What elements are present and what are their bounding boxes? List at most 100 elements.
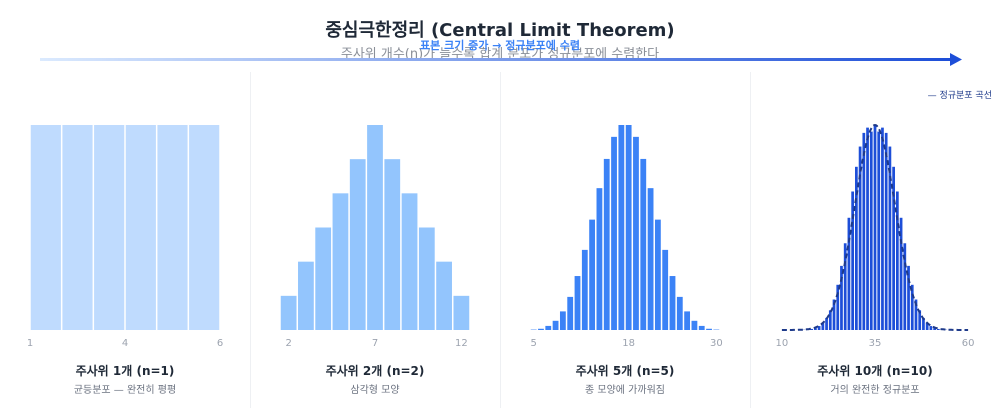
histogram-bar [929,326,933,330]
histogram-bar [559,311,566,330]
histogram-bar [94,125,125,330]
histogram-bar [855,166,858,330]
histogram-bar [914,299,918,330]
x-tick-label: 5 [530,338,536,349]
histogram-bar [574,276,581,330]
histogram-bar [814,327,817,330]
x-tick-label: 12 [455,338,468,349]
histogram-bar [625,125,632,330]
histogram-bar [611,136,617,330]
histogram-bar [840,265,843,330]
histogram-bar [817,326,821,330]
x-tick-label: 18 [622,338,635,349]
histogram-bar [596,188,603,330]
histogram-bar [662,249,669,330]
histogram-bar [862,132,866,330]
panel-description: 삼각형 모양 [350,385,400,396]
panel-description: 균등분포 — 완전히 평평 [73,385,177,396]
panel-n5: 5 18 30 주사위 5개 (n=5) 종 모양에 가까워짐 [500,70,750,420]
page-title: 중심극한정리 (Central Limit Theorem) [325,20,675,41]
histogram-n1: 1 4 6 [27,125,223,349]
panel-divider [500,72,501,408]
x-tick-label: 2 [285,338,291,349]
histogram-bar [922,317,925,330]
x-tick-label: 7 [372,338,378,349]
histogram-bar [669,276,676,330]
x-tick-label: 1 [27,338,33,349]
histogram-bar [633,136,639,330]
histogram-bar [706,328,712,330]
histogram-bar [925,322,929,330]
histogram-bar [453,295,470,330]
histogram-bar [933,327,936,330]
histogram-bar [866,127,869,330]
histogram-bar [698,325,705,330]
histogram-bar [847,217,851,330]
histogram-bar [936,328,940,330]
histogram-bar [552,320,559,330]
x-tick-label: 35 [869,338,882,349]
histogram-bar [189,125,220,330]
histogram-bar [640,158,647,330]
histogram-bar [280,295,297,330]
histogram-bar [873,125,877,330]
histogram-bar [888,146,892,330]
panel-n1: 1 4 6 주사위 1개 (n=1) 균등분포 — 완전히 평평 [0,70,250,420]
histogram-bar [843,243,847,330]
histogram-bar [691,320,698,330]
histogram-bar [567,296,574,330]
histogram-bar [884,132,888,330]
histogram-bar [401,193,418,330]
histogram-bar [603,158,610,330]
panel-n2: 2 7 12 주사위 2개 (n=2) 삼각형 모양 [250,70,500,420]
histogram-bar [910,284,914,330]
arrow-line [40,58,950,61]
panel-title: 주사위 1개 (n=1) [75,364,175,378]
panel-n10: 10 35 60 주사위 10개 (n=10) 거의 완전한 정규분포 [750,70,1000,420]
histogram-bar [869,131,873,330]
histogram-bar [647,188,654,330]
x-tick-label: 60 [962,338,975,349]
panel-divider [750,72,751,408]
histogram-n5: 5 18 30 [530,125,723,349]
histogram-bar [895,191,899,330]
progress-arrow [40,53,962,66]
histogram-bar [832,299,836,330]
panel-divider [250,72,251,408]
histogram-bar [332,193,349,330]
histogram-bar [825,317,828,330]
histogram-bar [654,219,661,330]
histogram-n10: 10 35 60 [775,123,975,349]
histogram-bar [125,125,156,330]
histogram-bar [907,265,910,330]
normal-curve-line [781,123,969,331]
histogram-n2: 2 7 12 [280,125,470,349]
histogram-bar [828,310,832,330]
histogram-bar [836,284,840,330]
histogram-bar [349,159,366,330]
histogram-bar [315,227,332,330]
histogram-bar [903,243,907,330]
histogram-bar [30,125,61,330]
histogram-bar [684,311,691,330]
histogram-bar [877,131,881,330]
histogram-bar [881,127,884,330]
histogram-bar [418,227,435,330]
x-tick-label: 4 [122,338,128,349]
histogram-bar [367,125,383,330]
histogram-bar [821,322,825,330]
legend-normal-curve: — 정규분포 곡선 [927,91,992,101]
histogram-bar [618,125,625,330]
arrow-label: 표본 크기 증가 → 정규분포에 수렴 [420,39,580,52]
histogram-bar [298,261,314,330]
histogram-bar [545,325,552,330]
histogram-bar [589,219,596,330]
panel-description: 거의 완전한 정규분포 [830,385,920,396]
panel-title: 주사위 5개 (n=5) [575,364,675,378]
histogram-bar [384,159,401,330]
panel-description: 종 모양에 가까워짐 [585,385,665,396]
histogram-bar [62,125,93,330]
arrow-head-icon [950,53,962,66]
histogram-bar [899,217,903,330]
histogram-bar [538,328,544,330]
